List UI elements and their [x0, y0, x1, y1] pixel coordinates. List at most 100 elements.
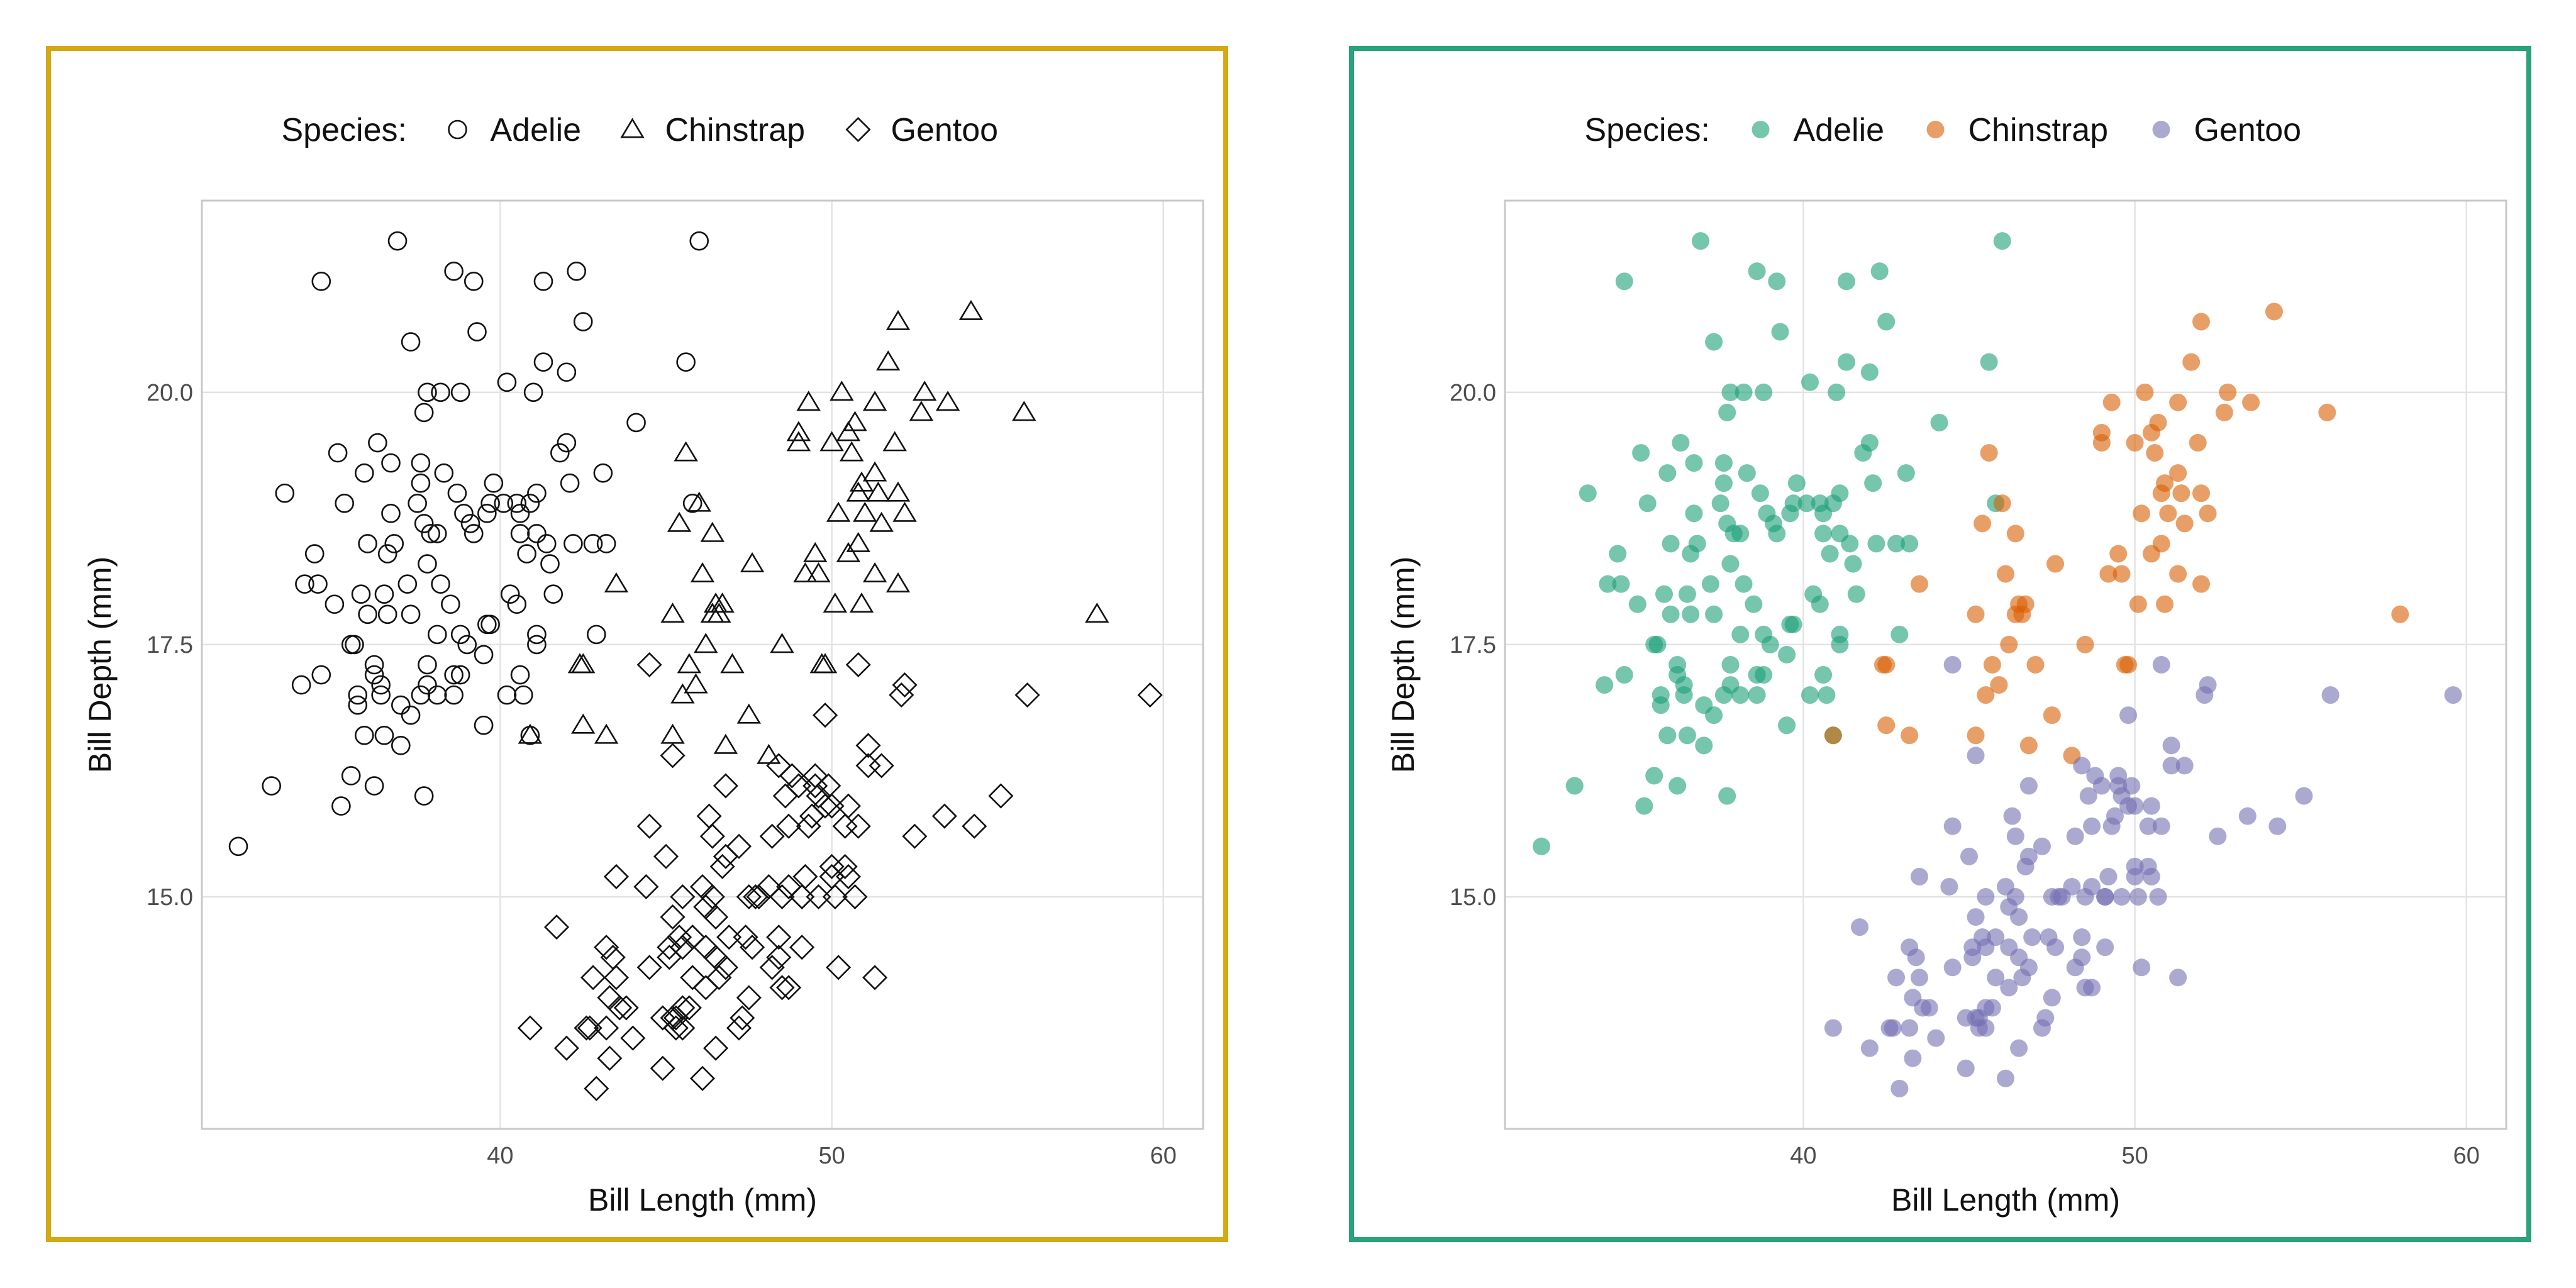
data-point-gentoo	[2444, 686, 2462, 704]
data-point-gentoo	[2106, 807, 2124, 825]
data-point-gentoo	[2119, 706, 2138, 724]
data-point-gentoo	[2063, 877, 2081, 896]
y-tick-label: 20.0	[147, 380, 193, 406]
data-point-adelie	[497, 685, 517, 705]
data-point-chinstrap	[736, 703, 762, 724]
data-point-adelie	[454, 504, 474, 523]
data-point-chinstrap	[2016, 595, 2035, 613]
data-point-gentoo	[2152, 817, 2170, 835]
data-point-adelie	[364, 776, 384, 796]
data-point-adelie	[557, 362, 577, 382]
data-point-adelie	[682, 494, 702, 513]
data-point-chinstrap	[2192, 484, 2211, 502]
data-point-adelie	[1609, 545, 1627, 563]
data-point-chinstrap	[1901, 726, 1919, 745]
data-point-chinstrap	[2099, 565, 2118, 583]
data-point-chinstrap	[2046, 555, 2065, 573]
data-point-gentoo	[1884, 1019, 1902, 1037]
data-point-adelie	[460, 514, 480, 533]
data-point-gentoo	[2033, 837, 2051, 855]
data-point-gentoo	[517, 1015, 543, 1041]
series-adelie	[1532, 232, 2011, 855]
data-point-gentoo	[2109, 767, 2128, 785]
data-point-gentoo	[636, 955, 662, 980]
data-point-gentoo	[657, 935, 682, 960]
data-point-chinstrap	[2215, 403, 2233, 421]
data-point-chinstrap	[677, 653, 702, 674]
data-point-adelie	[391, 736, 411, 755]
chart-panel-color: 40 50 60 15.0 17.5 20.0 Bill Length (mm) Bill D…	[1349, 46, 2531, 1242]
data-point-adelie	[1870, 262, 1889, 280]
data-point-adelie	[567, 262, 586, 281]
series-gentoo	[1824, 656, 2462, 1097]
data-point-adelie	[408, 494, 427, 513]
data-point-adelie	[427, 685, 447, 705]
data-point-gentoo	[2209, 827, 2227, 845]
data-point-chinstrap	[862, 562, 887, 582]
data-point-gentoo	[670, 884, 696, 910]
data-point-adelie	[450, 665, 470, 685]
data-point-chinstrap	[958, 299, 984, 320]
data-point-adelie	[374, 584, 394, 604]
x-tick-label: 60	[2453, 1143, 2480, 1169]
data-point-gentoo	[1967, 908, 1985, 926]
data-point-adelie	[1645, 767, 1663, 785]
data-point-gentoo	[1014, 682, 1040, 708]
data-point-gentoo	[689, 1065, 716, 1091]
data-point-adelie	[1771, 323, 1789, 341]
data-point-gentoo	[789, 935, 815, 960]
data-point-gentoo	[2010, 1039, 2028, 1057]
data-point-chinstrap	[713, 733, 738, 754]
data-point-gentoo	[716, 924, 742, 950]
data-point-adelie	[1596, 676, 1614, 694]
data-point-adelie	[1648, 635, 1667, 653]
data-point-chinstrap	[2156, 474, 2174, 492]
data-point-chinstrap	[1967, 605, 1985, 623]
data-point-adelie	[1784, 494, 1802, 513]
x-tick-label: 50	[818, 1143, 845, 1169]
data-point-adelie	[517, 544, 536, 564]
data-point-gentoo	[1967, 747, 1985, 765]
data-point-chinstrap	[876, 350, 901, 371]
data-point-gentoo	[603, 863, 629, 889]
y-tick-label: 17.5	[147, 632, 193, 658]
data-point-gentoo	[766, 753, 792, 779]
data-point-adelie	[1847, 585, 1865, 603]
data-point-chinstrap	[846, 531, 870, 552]
data-point-adelie	[1612, 575, 1630, 593]
data-point-gentoo	[842, 884, 868, 910]
data-point-adelie	[1801, 373, 1819, 391]
data-point-chinstrap	[796, 391, 821, 411]
data-point-adelie	[1818, 686, 1836, 704]
data-point-gentoo	[2083, 877, 2101, 896]
data-point-adelie	[467, 322, 487, 341]
data-point-gentoo	[759, 823, 785, 849]
data-point-adelie	[520, 494, 540, 513]
data-point-adelie	[533, 352, 553, 372]
data-point-adelie	[391, 695, 411, 715]
data-point-chinstrap	[2092, 424, 2111, 441]
grid	[202, 201, 1203, 1129]
data-point-gentoo	[1987, 969, 2005, 987]
data-point-adelie	[1718, 787, 1736, 805]
data-point-adelie	[1887, 535, 1906, 553]
data-point-adelie	[543, 584, 564, 604]
data-point-chinstrap	[2265, 303, 2283, 321]
data-point-adelie	[1685, 454, 1703, 472]
data-points	[228, 231, 1163, 1101]
data-point-gentoo	[2046, 938, 2065, 957]
data-point-adelie	[1721, 555, 1740, 573]
data-point-adelie	[1768, 525, 1786, 543]
data-point-chinstrap	[2169, 565, 2187, 583]
data-point-gentoo	[2010, 908, 2028, 926]
data-point-gentoo	[2073, 948, 2091, 967]
data-point-adelie	[444, 665, 464, 685]
legend-key-gentoo	[2152, 121, 2170, 138]
data-point-gentoo	[2043, 989, 2061, 1007]
data-point-adelie	[381, 504, 401, 523]
data-point-gentoo	[766, 924, 792, 950]
data-point-adelie	[1655, 585, 1674, 603]
data-point-gentoo	[2006, 827, 2024, 845]
data-point-chinstrap	[2102, 393, 2121, 411]
x-tick-label: 60	[1150, 1143, 1177, 1169]
